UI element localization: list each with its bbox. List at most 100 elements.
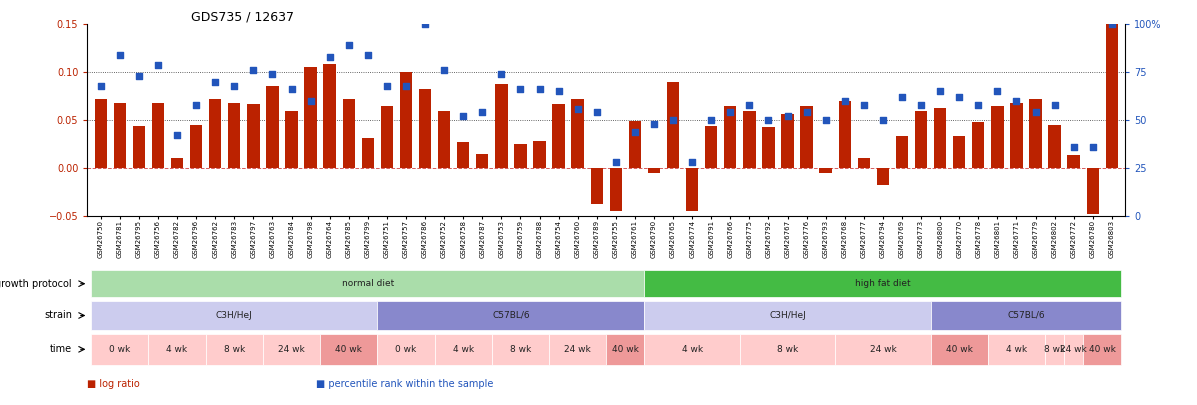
Text: 24 wk: 24 wk xyxy=(869,345,897,354)
Point xyxy=(874,117,893,123)
Point xyxy=(797,109,816,116)
Point xyxy=(968,102,988,108)
Bar xyxy=(377,334,435,365)
Text: 24 wk: 24 wk xyxy=(1061,345,1087,354)
Point xyxy=(168,132,187,139)
Bar xyxy=(801,106,813,168)
Point xyxy=(187,102,206,108)
Bar xyxy=(206,334,263,365)
Point xyxy=(549,88,569,95)
Bar xyxy=(152,103,164,168)
Point xyxy=(415,21,435,28)
Bar xyxy=(190,125,202,168)
Point xyxy=(1026,109,1045,116)
Point xyxy=(263,71,282,77)
Text: 0 wk: 0 wk xyxy=(395,345,417,354)
Bar xyxy=(743,111,755,168)
Bar xyxy=(609,168,622,211)
Point xyxy=(129,73,148,79)
Bar xyxy=(988,334,1045,365)
Bar xyxy=(438,111,450,168)
Point xyxy=(855,102,874,108)
Bar xyxy=(304,67,317,168)
Bar xyxy=(1064,334,1083,365)
Bar xyxy=(876,168,889,185)
Text: 8 wk: 8 wk xyxy=(1044,345,1065,354)
Point xyxy=(511,86,530,93)
Bar xyxy=(590,168,603,205)
Point xyxy=(110,52,129,58)
Bar xyxy=(644,334,740,365)
Bar xyxy=(91,301,377,330)
Text: C57BL/6: C57BL/6 xyxy=(492,311,530,320)
Point xyxy=(1102,21,1122,28)
Point xyxy=(1045,102,1064,108)
Bar xyxy=(820,168,832,173)
Point xyxy=(358,52,377,58)
Text: time: time xyxy=(50,344,72,354)
Point xyxy=(663,117,682,123)
Bar xyxy=(171,158,183,168)
Bar xyxy=(667,82,679,168)
Text: 40 wk: 40 wk xyxy=(946,345,973,354)
Text: 4 wk: 4 wk xyxy=(681,345,703,354)
Bar xyxy=(323,64,336,168)
Bar xyxy=(400,72,412,168)
Bar xyxy=(1106,24,1118,168)
Bar xyxy=(1068,155,1080,168)
Bar xyxy=(571,99,584,168)
Bar xyxy=(496,84,508,168)
Bar xyxy=(686,168,698,211)
Point xyxy=(644,121,663,127)
Bar xyxy=(644,301,930,330)
Bar xyxy=(991,106,1003,168)
Bar xyxy=(247,104,260,168)
Bar xyxy=(930,334,988,365)
Point xyxy=(282,86,302,93)
Text: 4 wk: 4 wk xyxy=(166,345,188,354)
Point xyxy=(893,94,912,100)
Bar xyxy=(435,334,492,365)
Bar xyxy=(492,334,549,365)
Point xyxy=(320,53,339,60)
Bar xyxy=(457,142,469,168)
Bar xyxy=(515,144,527,168)
Bar xyxy=(95,99,107,168)
Point xyxy=(740,102,759,108)
Text: 4 wk: 4 wk xyxy=(1005,345,1027,354)
Point xyxy=(759,117,778,123)
Point xyxy=(148,61,168,68)
Text: 8 wk: 8 wk xyxy=(224,345,245,354)
Bar xyxy=(740,334,836,365)
Bar xyxy=(381,106,393,168)
Bar xyxy=(628,121,642,168)
Bar xyxy=(209,99,221,168)
Point xyxy=(721,109,740,116)
Text: ■ log ratio: ■ log ratio xyxy=(87,379,140,389)
Point xyxy=(836,98,855,104)
Bar xyxy=(915,111,928,168)
Point xyxy=(701,117,721,123)
Text: 24 wk: 24 wk xyxy=(564,345,591,354)
Point xyxy=(988,88,1007,95)
Point xyxy=(1064,144,1083,150)
Bar xyxy=(91,334,148,365)
Text: C3H/HeJ: C3H/HeJ xyxy=(215,311,253,320)
Text: C3H/HeJ: C3H/HeJ xyxy=(770,311,806,320)
Bar xyxy=(836,334,930,365)
Bar xyxy=(724,106,736,168)
Bar xyxy=(342,99,356,168)
Point xyxy=(606,159,625,166)
Bar xyxy=(1045,334,1064,365)
Text: 24 wk: 24 wk xyxy=(278,345,305,354)
Point xyxy=(300,98,320,104)
Point xyxy=(435,67,454,74)
Bar xyxy=(934,108,947,168)
Text: growth protocol: growth protocol xyxy=(0,279,72,289)
Bar xyxy=(361,138,373,168)
Point xyxy=(625,128,644,135)
Text: ■ percentile rank within the sample: ■ percentile rank within the sample xyxy=(316,379,493,389)
Text: 4 wk: 4 wk xyxy=(452,345,474,354)
Bar xyxy=(782,114,794,168)
Bar xyxy=(552,104,565,168)
